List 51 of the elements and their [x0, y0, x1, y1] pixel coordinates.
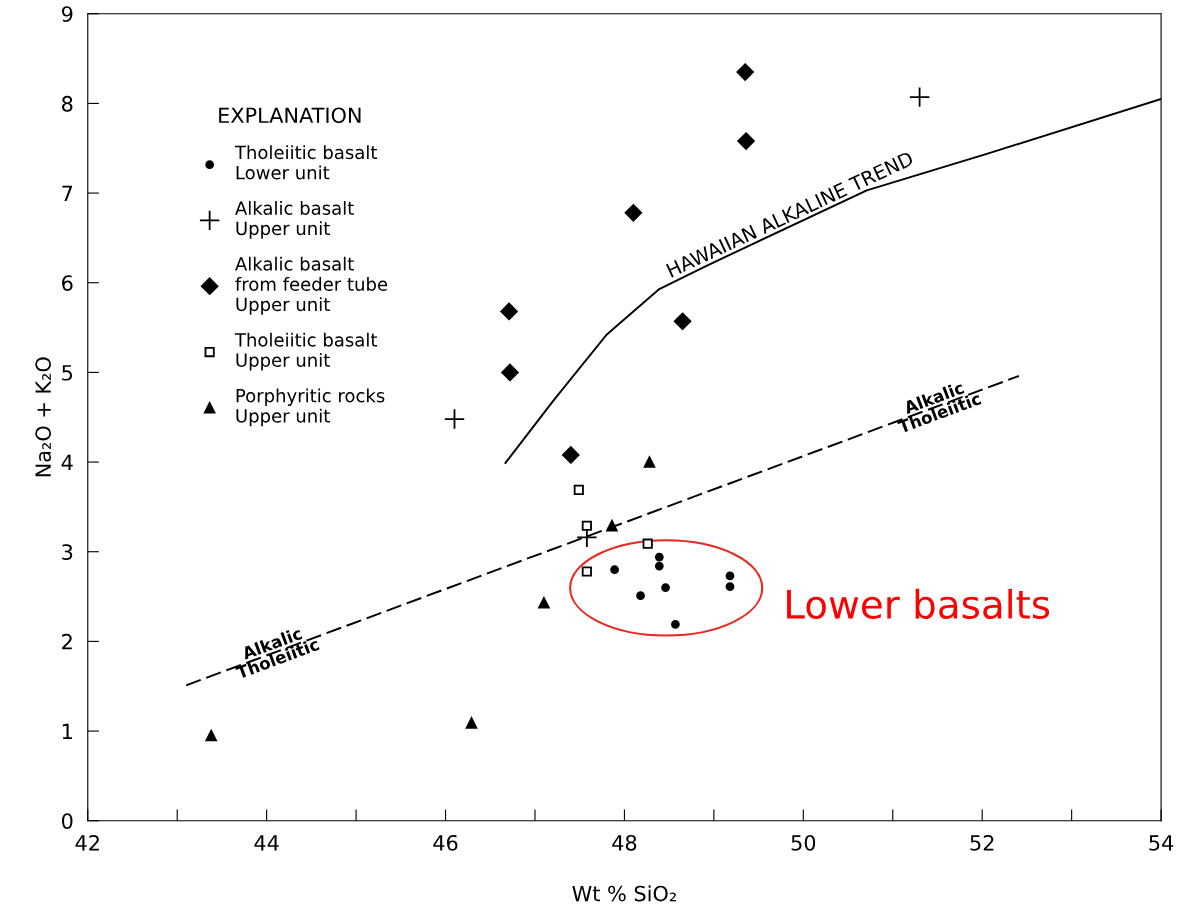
point	[654, 552, 664, 562]
point	[443, 408, 466, 430]
point	[642, 538, 653, 549]
point	[610, 565, 619, 575]
point	[673, 312, 692, 331]
point	[908, 86, 931, 108]
x-tick-label: 48	[612, 834, 637, 851]
point	[500, 302, 518, 321]
point	[643, 456, 656, 468]
annotation: Lower basalts	[787, 588, 1050, 619]
x-tick-label: 52	[970, 834, 994, 851]
point	[736, 63, 754, 81]
legend-label: Porphyritic rocks Upper unit	[236, 388, 385, 427]
point	[725, 582, 735, 592]
legend-label: Alkalic basalt Upper unit	[235, 201, 354, 239]
legend-label: Tholeiitic basalt Upper unit	[234, 332, 378, 371]
legend-label: Alkalic basalt from feeder tube Upper unit	[235, 256, 388, 315]
point	[654, 561, 664, 571]
y-axis-title: Na₂O + K₂O	[35, 357, 52, 477]
point	[624, 204, 643, 222]
point	[205, 729, 217, 742]
x-tick-label: 44	[254, 835, 279, 851]
point	[538, 597, 550, 609]
legend-label: Tholeiitic basalt Lower unit	[234, 145, 378, 180]
y-tick-label: 6	[62, 275, 73, 291]
y-tick-label: 2	[62, 633, 72, 650]
y-tick-label: 5	[62, 365, 73, 381]
point	[581, 566, 592, 577]
point	[725, 571, 735, 581]
y-tick-label: 9	[61, 6, 73, 22]
y-tick-label: 4	[61, 454, 73, 470]
y-tick-label: 1	[62, 723, 72, 739]
point	[501, 363, 519, 382]
point	[465, 717, 478, 729]
x-axis-title: Wt % SiO₂	[572, 885, 676, 902]
point	[581, 520, 592, 531]
legend-title: EXPLANATION	[219, 107, 361, 124]
y-tick-label: 0	[61, 813, 73, 829]
x-tick-label: 42	[75, 834, 99, 851]
x-tick-label: 54	[1149, 835, 1174, 851]
point	[737, 132, 755, 150]
y-tick-label: 3	[62, 544, 73, 560]
point	[636, 591, 645, 601]
point	[671, 619, 680, 629]
x-tick-label: 46	[433, 834, 458, 851]
x-tick-label: 50	[791, 834, 816, 851]
y-tick-label: 7	[62, 185, 73, 201]
point	[562, 446, 580, 464]
point	[573, 484, 584, 495]
point	[661, 583, 670, 592]
y-tick-label: 8	[62, 95, 73, 112]
